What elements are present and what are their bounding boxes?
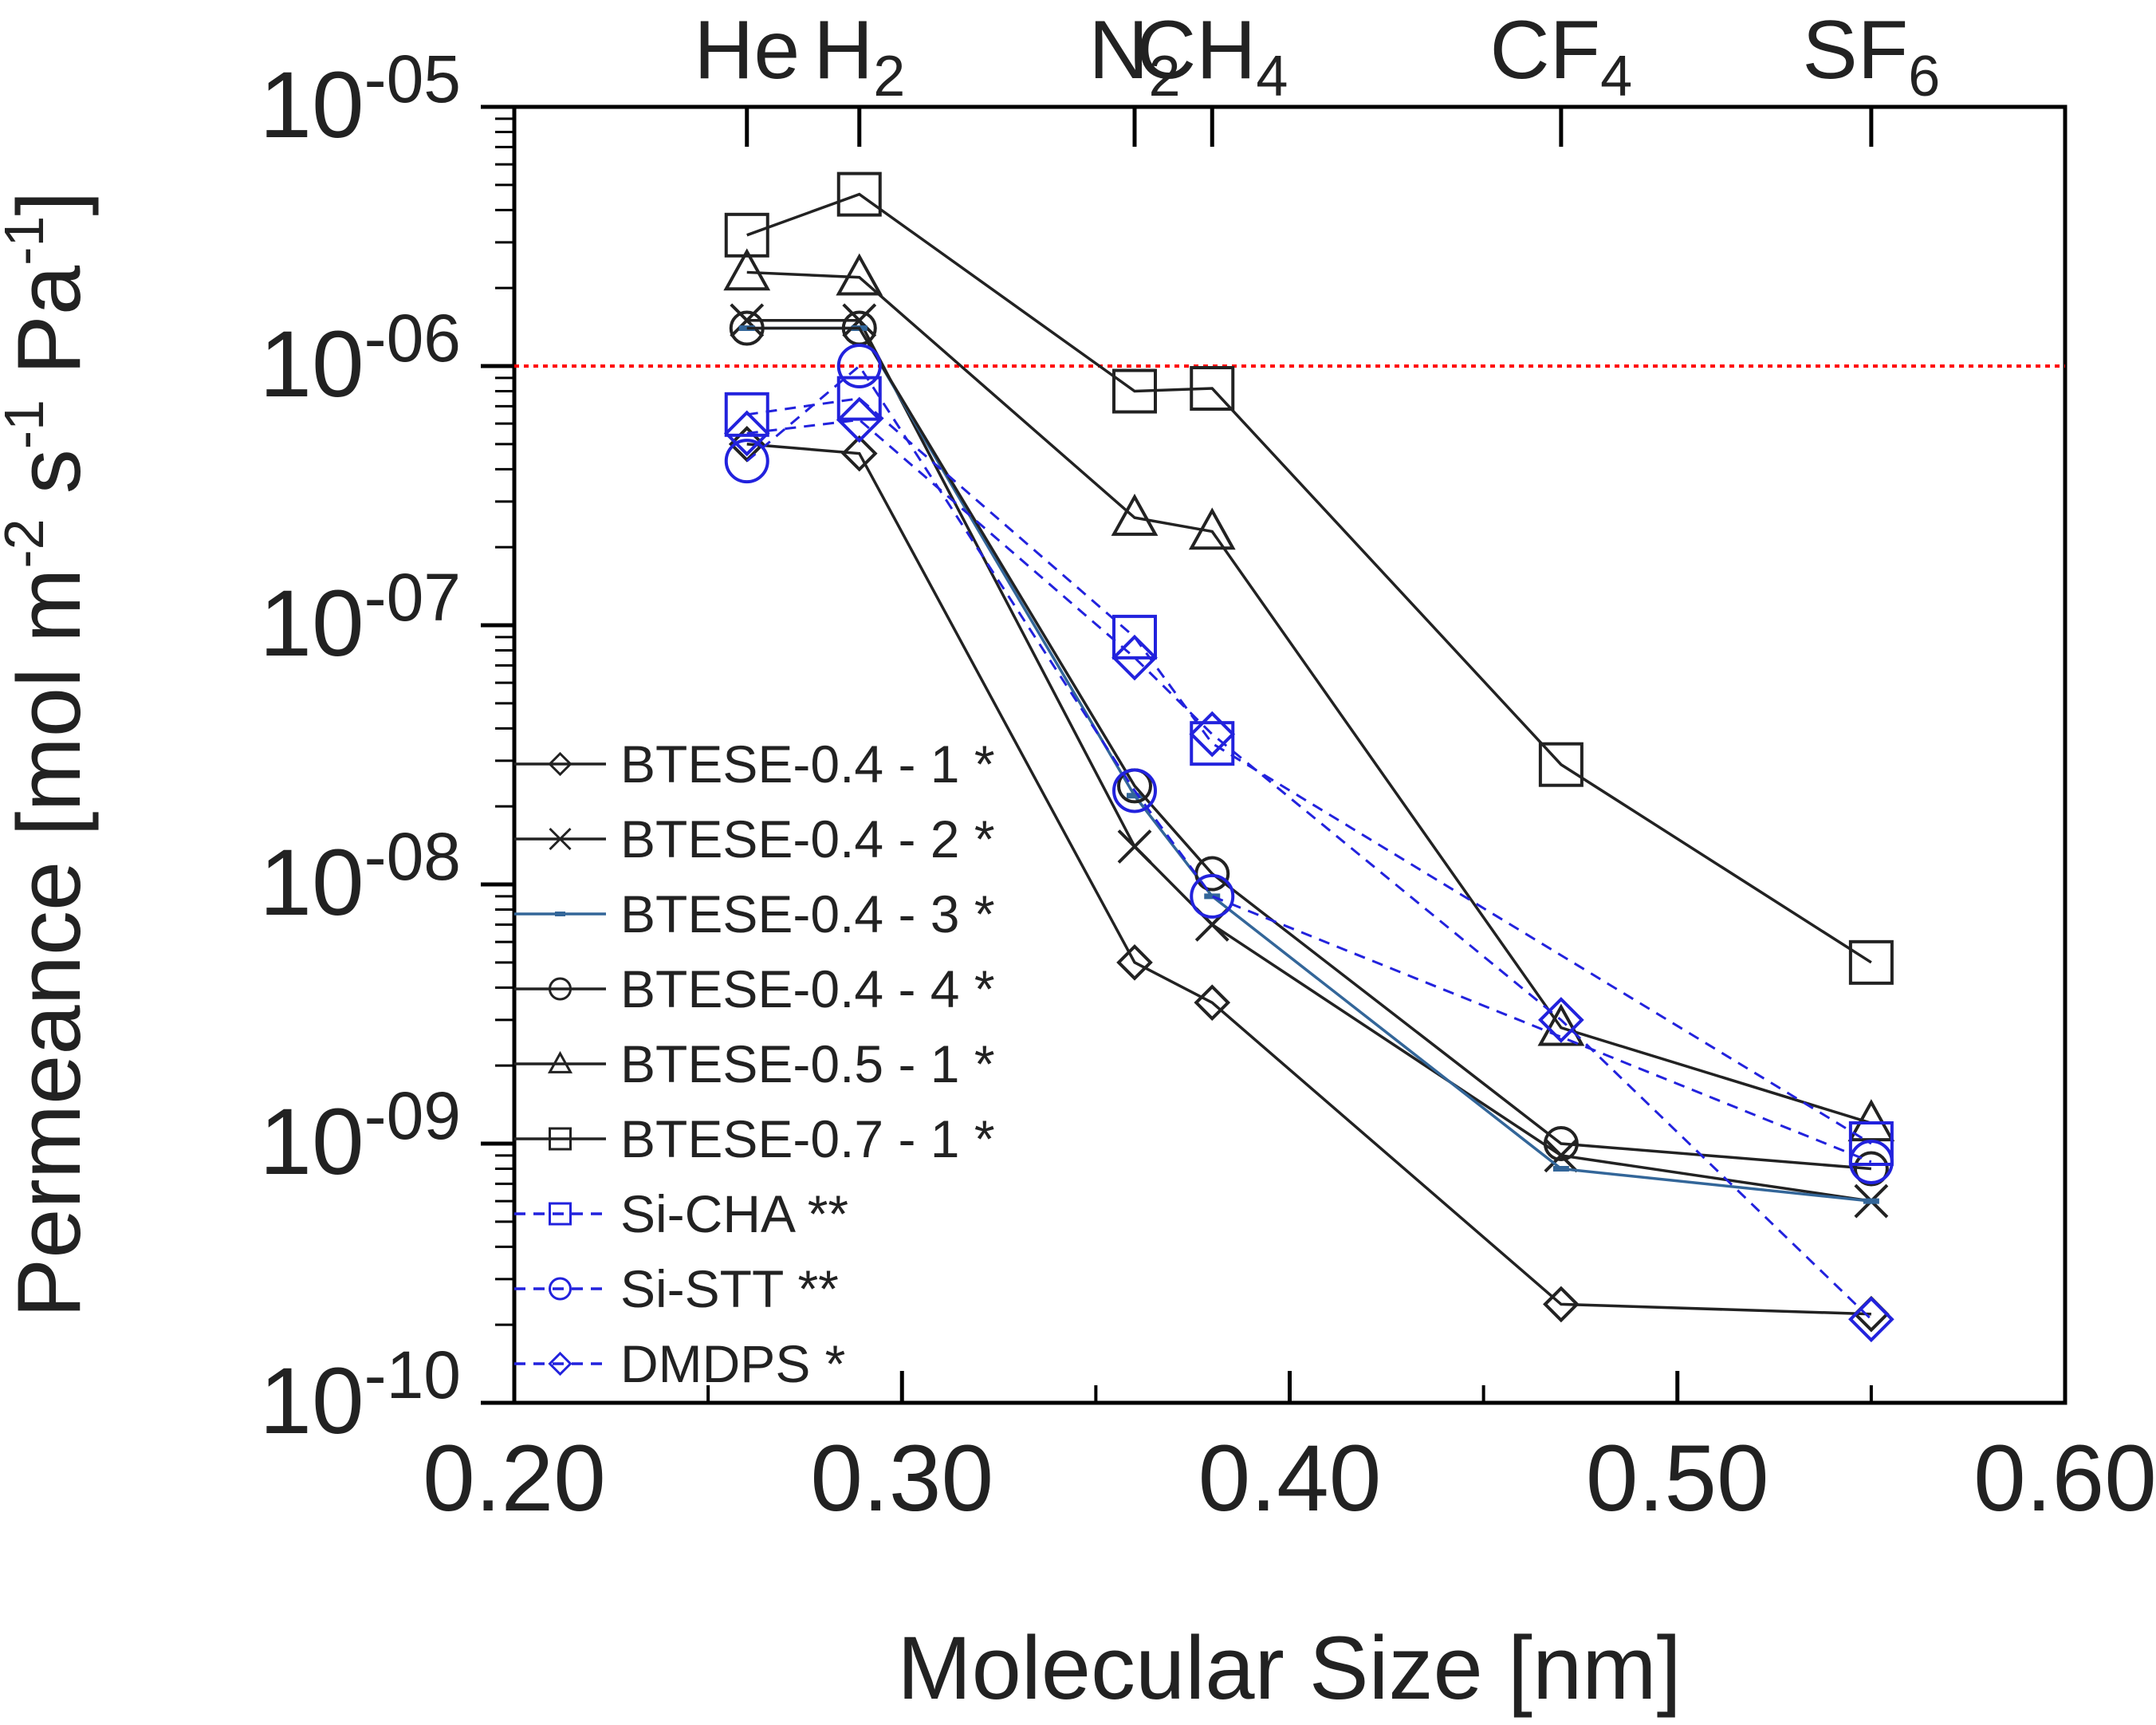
data-point bbox=[730, 303, 765, 338]
y-tick-label: 10-06 bbox=[259, 301, 461, 417]
legend-item: BTESE-0.4 - 1 * bbox=[514, 735, 995, 794]
data-point bbox=[1848, 1139, 1894, 1184]
data-point bbox=[1190, 366, 1235, 412]
x-axis-title: Molecular Size [nm] bbox=[897, 1618, 1681, 1718]
data-point bbox=[1853, 1151, 1889, 1187]
legend-label: Si-STT ** bbox=[620, 1259, 839, 1318]
legend-marker bbox=[548, 751, 572, 777]
data-point bbox=[836, 376, 882, 421]
legend-item: DMDPS * bbox=[514, 1334, 845, 1393]
legend-item: Si-CHA ** bbox=[514, 1184, 848, 1243]
data-point bbox=[1112, 368, 1157, 414]
legend-label: BTESE-0.4 - 1 * bbox=[620, 735, 995, 794]
legend-item: Si-STT ** bbox=[514, 1259, 839, 1318]
data-point bbox=[1111, 494, 1159, 536]
x-tick-label: 0.40 bbox=[1198, 1426, 1382, 1531]
legend-label: BTESE-0.4 - 3 * bbox=[620, 884, 995, 943]
data-point bbox=[1190, 721, 1235, 766]
legend-marker bbox=[549, 1127, 572, 1151]
data-point bbox=[836, 171, 882, 217]
top-gas-label: SF6 bbox=[1802, 4, 1940, 108]
legend-label: Si-CHA ** bbox=[620, 1184, 848, 1243]
data-point bbox=[1537, 1003, 1585, 1046]
series-5 bbox=[723, 248, 1895, 1142]
legend-item: BTESE-0.4 - 4 * bbox=[514, 959, 995, 1018]
series-7 bbox=[724, 376, 1894, 1166]
y-axis-title: Permeance [mol m-2 s-1 Pa-1] bbox=[0, 191, 99, 1318]
series-line bbox=[746, 270, 1872, 1124]
series-line bbox=[746, 443, 1871, 1316]
legend-label: DMDPS * bbox=[620, 1334, 845, 1393]
top-gas-label: H2 bbox=[813, 4, 905, 108]
data-point bbox=[836, 396, 883, 443]
data-point bbox=[1848, 939, 1894, 985]
legend-marker bbox=[547, 1050, 573, 1073]
x-tick-label: 0.30 bbox=[810, 1426, 993, 1531]
data-point bbox=[724, 439, 769, 484]
data-point bbox=[1848, 1121, 1894, 1166]
series-1 bbox=[728, 426, 1890, 1333]
top-gas-label: CH4 bbox=[1136, 4, 1288, 108]
data-point bbox=[723, 410, 770, 457]
legend-marker bbox=[549, 1202, 572, 1226]
series-line bbox=[746, 319, 1872, 1203]
data-point bbox=[1116, 944, 1153, 981]
data-point bbox=[723, 248, 771, 291]
legend-item: BTESE-0.4 - 3 * bbox=[514, 884, 995, 943]
legend-label: BTESE-0.4 - 2 * bbox=[620, 809, 995, 868]
series-4 bbox=[729, 310, 1889, 1187]
legend-marker bbox=[548, 1351, 572, 1376]
legend-item: BTESE-0.4 - 2 * bbox=[514, 809, 995, 868]
data-point bbox=[1112, 614, 1157, 660]
series-6 bbox=[724, 171, 1894, 985]
data-point bbox=[1848, 1296, 1894, 1343]
legend-marker bbox=[549, 1277, 572, 1301]
data-point bbox=[1112, 768, 1157, 813]
top-gas-label: He bbox=[694, 4, 800, 96]
legend-label: BTESE-0.4 - 4 * bbox=[620, 959, 995, 1018]
data-point bbox=[1111, 634, 1158, 681]
legend-item: BTESE-0.7 - 1 * bbox=[514, 1109, 995, 1168]
series-9 bbox=[723, 396, 1894, 1343]
legend-label: BTESE-0.5 - 1 * bbox=[620, 1034, 995, 1093]
series-line bbox=[746, 192, 1872, 964]
top-gas-label: CF4 bbox=[1490, 4, 1633, 108]
data-point bbox=[1543, 1286, 1580, 1323]
data-point bbox=[1538, 997, 1584, 1043]
data-point bbox=[1188, 507, 1236, 550]
top-gas-label: N2 bbox=[1088, 4, 1180, 108]
x-tick-label: 0.60 bbox=[1973, 1426, 2156, 1531]
x-tick-label: 0.50 bbox=[1586, 1426, 1769, 1531]
series-line bbox=[746, 397, 1872, 1145]
data-point bbox=[1194, 984, 1231, 1022]
legend-marker bbox=[549, 977, 572, 1001]
legend-item: BTESE-0.5 - 1 * bbox=[514, 1034, 995, 1093]
y-tick-label: 10-10 bbox=[259, 1337, 461, 1454]
data-point bbox=[840, 435, 878, 472]
data-point bbox=[1543, 1126, 1579, 1161]
legend-marker bbox=[549, 827, 572, 851]
y-tick-label: 10-07 bbox=[259, 560, 461, 676]
data-point bbox=[1189, 711, 1236, 758]
data-point bbox=[729, 310, 765, 346]
legend-label: BTESE-0.7 - 1 * bbox=[620, 1109, 995, 1168]
x-tick-label: 0.20 bbox=[423, 1426, 606, 1531]
series-line bbox=[746, 364, 1872, 1164]
data-point bbox=[724, 392, 769, 437]
y-tick-label: 10-09 bbox=[259, 1078, 461, 1195]
data-point bbox=[1538, 742, 1584, 787]
data-point bbox=[836, 344, 882, 388]
data-point bbox=[1117, 829, 1152, 864]
series-8 bbox=[724, 344, 1894, 1184]
data-point bbox=[842, 303, 877, 338]
y-tick-label: 10-05 bbox=[259, 41, 461, 158]
y-tick-label: 10-08 bbox=[259, 819, 461, 935]
series-line bbox=[746, 326, 1872, 1171]
data-point bbox=[724, 212, 769, 258]
data-point bbox=[836, 253, 883, 296]
data-point bbox=[1190, 873, 1235, 919]
